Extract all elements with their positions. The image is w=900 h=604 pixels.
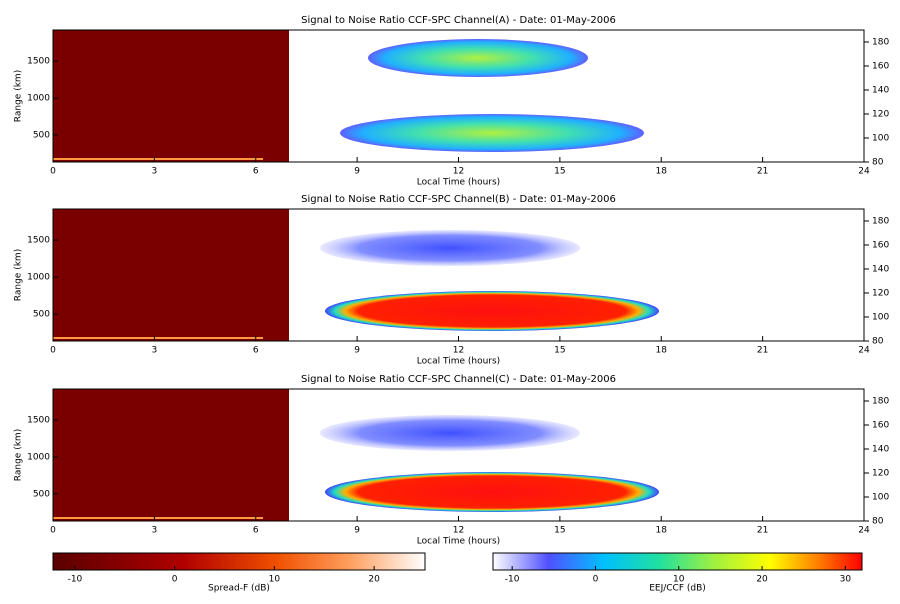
x-tick-label: 3 xyxy=(152,526,158,536)
colorbar-tick-label: 0 xyxy=(172,575,178,585)
x-tick-label: 6 xyxy=(253,526,259,536)
colorbar-label: EEJ/CCF (dB) xyxy=(649,584,706,594)
x-tick-label: 15 xyxy=(554,167,565,177)
x-tick-label: 6 xyxy=(253,167,259,177)
spread-f-echo xyxy=(53,517,263,519)
y2-tick-label: 120 xyxy=(872,110,889,120)
y2-tick-label: 100 xyxy=(872,493,889,503)
y2-tick-label: 100 xyxy=(872,134,889,144)
y-tick-label: 1500 xyxy=(27,416,50,426)
x-tick-label: 3 xyxy=(152,346,158,356)
colorbar-tick-label: 10 xyxy=(269,575,281,585)
y2-tick-label: 160 xyxy=(872,62,889,72)
y2-tick-label: 100 xyxy=(872,313,889,323)
panel-title: Signal to Noise Ratio CCF-SPC Channel(B)… xyxy=(301,194,616,205)
y-tick-label: 500 xyxy=(33,310,50,320)
spread-f-region xyxy=(53,209,289,341)
x-axis-label: Local Time (hours) xyxy=(417,537,500,547)
y-axis-label: Range (km) xyxy=(14,249,24,301)
spread-f-region xyxy=(53,30,289,162)
y2-tick-label: 140 xyxy=(872,265,889,275)
spread-f-region xyxy=(53,389,289,521)
echo-region xyxy=(325,291,659,331)
y-axis-label: Range (km) xyxy=(14,70,24,122)
y2-tick-label: 140 xyxy=(872,445,889,455)
y-tick-label: 1000 xyxy=(27,273,50,283)
x-tick-label: 9 xyxy=(354,167,360,177)
colorbar-tick-label: 20 xyxy=(368,575,380,585)
echo-region xyxy=(368,39,588,77)
x-tick-label: 12 xyxy=(453,167,464,177)
y-axis-label: Range (km) xyxy=(14,429,24,481)
colorbar-tick-label: -10 xyxy=(68,575,83,585)
colorbar-label: Spread-F (dB) xyxy=(208,584,270,594)
x-tick-label: 24 xyxy=(858,167,870,177)
x-tick-label: 21 xyxy=(757,526,768,536)
y2-tick-label: 120 xyxy=(872,469,889,479)
x-tick-label: 6 xyxy=(253,346,259,356)
spread-f-echo xyxy=(53,158,263,160)
echo-region xyxy=(325,472,659,512)
panel-title: Signal to Noise Ratio CCF-SPC Channel(C)… xyxy=(301,374,616,385)
y2-tick-label: 180 xyxy=(872,217,889,227)
echo-region xyxy=(320,230,580,266)
x-tick-label: 12 xyxy=(453,526,464,536)
x-tick-label: 18 xyxy=(656,346,668,356)
y2-tick-label: 80 xyxy=(872,158,884,168)
colorbar-tick-label: -10 xyxy=(505,575,520,585)
x-tick-label: 12 xyxy=(453,346,464,356)
x-axis-label: Local Time (hours) xyxy=(417,178,500,188)
y2-tick-label: 160 xyxy=(872,241,889,251)
y-tick-label: 500 xyxy=(33,131,50,141)
y-tick-label: 1000 xyxy=(27,453,50,463)
echo-region xyxy=(320,415,580,451)
x-tick-label: 24 xyxy=(858,346,870,356)
x-tick-label: 15 xyxy=(554,346,565,356)
y-tick-label: 500 xyxy=(33,490,50,500)
x-tick-label: 15 xyxy=(554,526,565,536)
colorbar xyxy=(492,552,863,571)
spread-f-echo xyxy=(53,337,263,339)
x-tick-label: 21 xyxy=(757,346,768,356)
x-axis-label: Local Time (hours) xyxy=(417,357,500,367)
x-tick-label: 3 xyxy=(152,167,158,177)
x-tick-label: 0 xyxy=(50,526,56,536)
y2-tick-label: 140 xyxy=(872,86,889,96)
x-tick-label: 24 xyxy=(858,526,870,536)
y2-tick-label: 80 xyxy=(872,337,884,347)
y2-tick-label: 180 xyxy=(872,38,889,48)
colorbar-tick-label: 10 xyxy=(673,575,685,585)
x-tick-label: 0 xyxy=(50,346,56,356)
panel-title: Signal to Noise Ratio CCF-SPC Channel(A)… xyxy=(301,15,616,26)
x-tick-label: 18 xyxy=(656,526,668,536)
x-tick-label: 9 xyxy=(354,346,360,356)
y2-tick-label: 80 xyxy=(872,517,884,527)
x-tick-label: 9 xyxy=(354,526,360,536)
y-tick-label: 1500 xyxy=(27,236,50,246)
colorbar-tick-label: 0 xyxy=(593,575,599,585)
y-tick-label: 1500 xyxy=(27,57,50,67)
echo-region xyxy=(340,114,644,152)
colorbar-tick-label: 20 xyxy=(756,575,768,585)
colorbar-tick-label: 30 xyxy=(840,575,852,585)
x-tick-label: 18 xyxy=(656,167,668,177)
x-tick-label: 21 xyxy=(757,167,768,177)
x-tick-label: 0 xyxy=(50,167,56,177)
y2-tick-label: 180 xyxy=(872,397,889,407)
y2-tick-label: 160 xyxy=(872,421,889,431)
y-tick-label: 1000 xyxy=(27,94,50,104)
colorbar xyxy=(52,552,426,571)
y2-tick-label: 120 xyxy=(872,289,889,299)
